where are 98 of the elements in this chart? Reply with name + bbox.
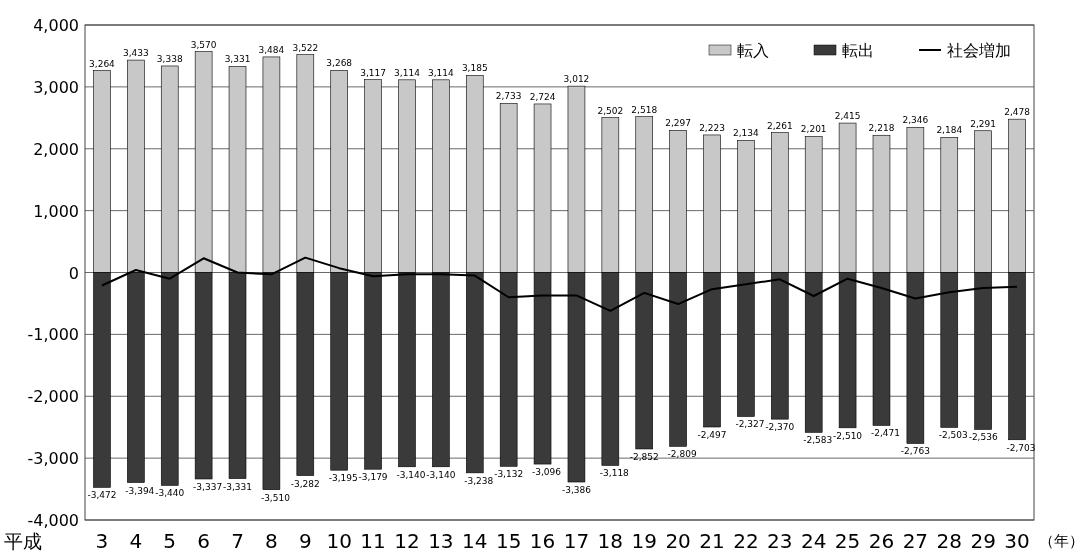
x-tick-label: 10 bbox=[326, 529, 352, 553]
x-tick-label: 3 bbox=[95, 529, 109, 553]
data-label: -2,703 bbox=[1006, 442, 1036, 453]
data-label: -3,282 bbox=[290, 478, 320, 489]
legend-label: 社会増加 bbox=[947, 41, 1011, 60]
legend-label: 転入 bbox=[737, 41, 769, 60]
legend-label: 転出 bbox=[842, 41, 874, 60]
data-label: 2,261 bbox=[766, 120, 793, 131]
data-label: 2,733 bbox=[495, 91, 522, 102]
x-tick-label: 29 bbox=[970, 529, 996, 553]
x-tick-label: 26 bbox=[868, 529, 895, 553]
x-tick-label: 23 bbox=[767, 529, 793, 553]
data-label: 3,117 bbox=[360, 67, 386, 78]
y-tick-label: 1,000 bbox=[33, 201, 79, 221]
x-tick-label: 8 bbox=[265, 529, 278, 553]
data-label: 3,338 bbox=[156, 53, 183, 64]
x-tick-label: 13 bbox=[428, 529, 454, 553]
data-label: -2,471 bbox=[870, 428, 900, 439]
x-tick-label: 20 bbox=[665, 529, 691, 553]
data-label: 3,433 bbox=[122, 48, 149, 59]
y-tick-label: 0 bbox=[68, 263, 79, 283]
data-label: 2,291 bbox=[970, 118, 997, 129]
data-label: 2,134 bbox=[733, 128, 760, 139]
data-label: 2,502 bbox=[597, 105, 624, 116]
x-tick-label: 19 bbox=[631, 529, 657, 553]
data-label: -3,179 bbox=[358, 472, 388, 483]
x-tick-label: 30 bbox=[1004, 529, 1030, 553]
data-label: -3,096 bbox=[532, 467, 562, 478]
x-tick-label: 21 bbox=[699, 529, 725, 553]
y-tick-label: -3,000 bbox=[27, 449, 79, 469]
data-label: -3,331 bbox=[223, 481, 253, 492]
x-tick-label: 17 bbox=[563, 529, 590, 553]
y-tick-label: 4,000 bbox=[33, 16, 79, 35]
data-label: 2,201 bbox=[800, 124, 827, 135]
data-label: 3,522 bbox=[292, 42, 319, 53]
data-label: 3,268 bbox=[326, 58, 353, 69]
data-label: -2,852 bbox=[629, 451, 659, 462]
data-label: -3,337 bbox=[193, 481, 223, 492]
x-tick-label: 4 bbox=[129, 529, 143, 553]
y-tick-label: -2,000 bbox=[27, 387, 79, 407]
x-tick-label: 16 bbox=[529, 529, 556, 553]
y-tick-label: -4,000 bbox=[27, 511, 79, 530]
data-label: 2,218 bbox=[868, 123, 895, 134]
data-label: 2,478 bbox=[1004, 107, 1031, 118]
data-label: -2,809 bbox=[667, 449, 697, 460]
data-label: -2,327 bbox=[735, 419, 765, 430]
x-tick-label: 12 bbox=[394, 529, 420, 553]
data-label: -2,583 bbox=[803, 435, 833, 446]
data-label: -2,503 bbox=[938, 430, 968, 441]
x-tick-label: 18 bbox=[597, 529, 624, 553]
data-label: -3,510 bbox=[260, 492, 291, 503]
x-tick-label: 25 bbox=[834, 529, 861, 553]
data-label: -2,370 bbox=[765, 422, 795, 433]
y-tick-label: 3,000 bbox=[33, 77, 79, 97]
x-tick-label: 7 bbox=[231, 529, 244, 553]
x-tick-label: 28 bbox=[936, 529, 962, 553]
x-tick-label: 24 bbox=[800, 529, 827, 553]
x-tick-label: 22 bbox=[733, 529, 759, 553]
x-tick-label: 9 bbox=[298, 529, 312, 553]
data-label: -2,763 bbox=[900, 446, 930, 457]
data-label: -3,440 bbox=[155, 488, 185, 499]
data-label: 2,346 bbox=[902, 115, 929, 126]
data-label: 2,415 bbox=[834, 111, 861, 122]
y-tick-label: 2,000 bbox=[33, 139, 79, 159]
data-label: -3,472 bbox=[87, 490, 117, 501]
data-label: -2,536 bbox=[968, 432, 998, 443]
y-tick-label: -1,000 bbox=[27, 325, 79, 345]
data-label: -3,132 bbox=[494, 469, 524, 480]
data-label: 2,184 bbox=[936, 125, 963, 136]
data-label: -2,510 bbox=[833, 430, 863, 441]
data-label: 3,331 bbox=[224, 54, 251, 65]
x-tick-label: 15 bbox=[495, 529, 522, 553]
x-tick-label: 11 bbox=[360, 529, 386, 553]
data-label: -3,195 bbox=[328, 473, 358, 484]
data-label: -2,497 bbox=[697, 430, 727, 440]
data-label: 2,223 bbox=[699, 122, 725, 133]
x-tick-label: 14 bbox=[462, 529, 488, 553]
data-label: 3,114 bbox=[427, 67, 455, 78]
data-label: 2,724 bbox=[529, 91, 556, 102]
x-tick-label: 6 bbox=[197, 529, 210, 553]
data-label: 2,297 bbox=[665, 118, 692, 129]
data-label: -3,140 bbox=[396, 469, 426, 480]
data-label: 3,114 bbox=[394, 67, 421, 78]
text: （年） bbox=[1039, 532, 1084, 550]
x-tick-label: 27 bbox=[902, 529, 929, 553]
data-label: 3,570 bbox=[190, 39, 217, 50]
data-label: -3,386 bbox=[561, 485, 592, 496]
x-tick-label: 5 bbox=[163, 529, 177, 553]
data-label: 3,484 bbox=[258, 44, 285, 55]
text: 平成 bbox=[4, 530, 42, 552]
data-label: 3,264 bbox=[89, 58, 116, 69]
data-label: 3,185 bbox=[461, 63, 488, 74]
data-label: 3,012 bbox=[563, 74, 590, 85]
data-label: -3,140 bbox=[426, 469, 456, 480]
data-label: -3,394 bbox=[125, 485, 155, 496]
data-label: -3,118 bbox=[599, 468, 630, 479]
data-label: 2,518 bbox=[631, 104, 658, 115]
data-label: -3,238 bbox=[464, 475, 494, 486]
